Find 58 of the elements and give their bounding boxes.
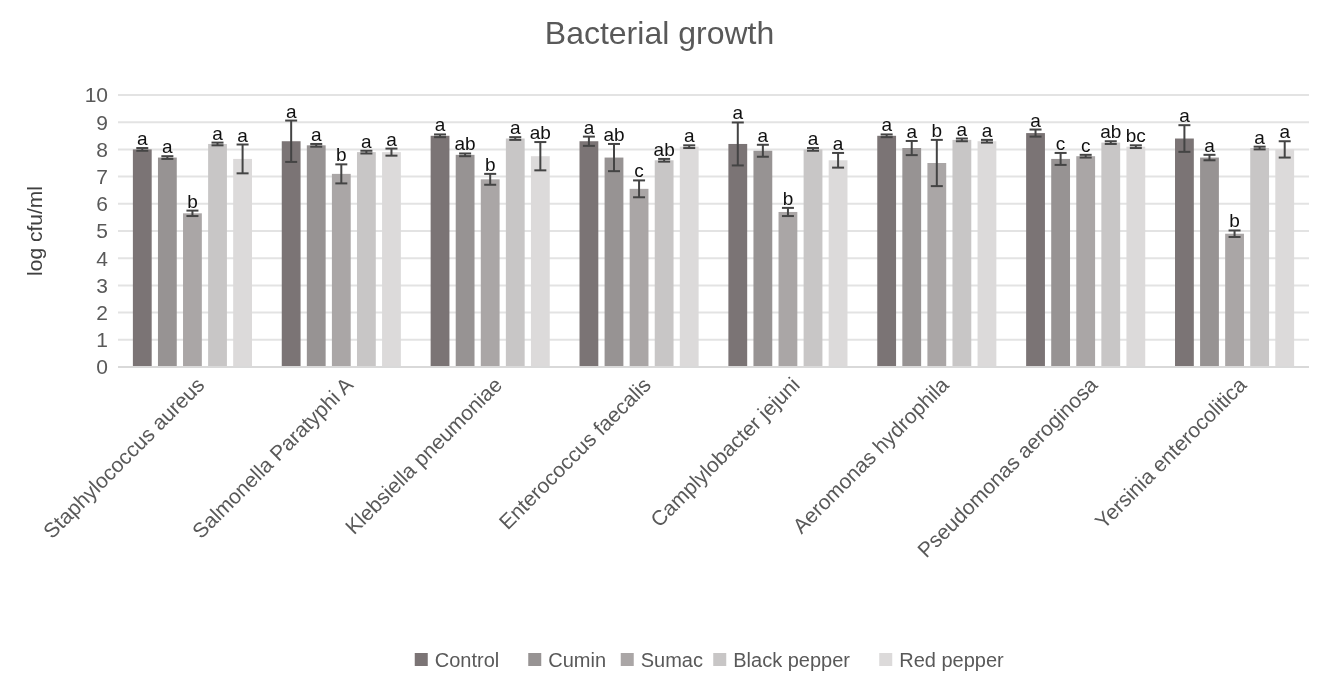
data-label: ab: [454, 133, 476, 155]
y-tick-label: 4: [96, 246, 109, 270]
y-tick-label: 8: [96, 137, 108, 161]
data-label: bc: [1125, 125, 1146, 147]
legend-label: Sumac: [640, 649, 703, 671]
data-label: ab: [529, 122, 551, 144]
data-label: a: [434, 114, 446, 136]
data-label: a: [1254, 126, 1266, 148]
data-label: a: [285, 100, 297, 122]
data-label: ab: [603, 123, 625, 145]
data-label: a: [757, 124, 769, 146]
data-label: a: [1179, 105, 1191, 127]
data-label: ab: [1100, 121, 1122, 143]
data-label: ab: [653, 138, 675, 160]
y-axis-title: log cfu/ml: [23, 186, 46, 276]
legend-label: Black pepper: [733, 649, 851, 671]
data-label: a: [956, 118, 968, 140]
y-tick-label: 3: [96, 273, 108, 297]
data-label: a: [732, 102, 744, 124]
data-label: a: [583, 116, 595, 138]
data-label: a: [361, 130, 373, 152]
y-tick-label: 1: [96, 328, 108, 352]
data-label: a: [683, 125, 695, 147]
data-label: b: [187, 190, 198, 212]
legend-label: Cumin: [548, 649, 607, 671]
chart-title: Bacterial growth: [544, 15, 775, 51]
data-label: a: [310, 123, 322, 145]
data-label: b: [336, 144, 347, 166]
data-label: a: [1279, 121, 1291, 143]
data-label: a: [386, 128, 398, 150]
y-tick-label: 0: [96, 355, 108, 379]
data-label: a: [981, 119, 993, 141]
data-label: a: [137, 128, 148, 150]
data-label: a: [832, 132, 844, 154]
data-label: b: [931, 119, 943, 141]
y-tick-label: 10: [84, 83, 108, 107]
legend-label: Red pepper: [899, 649, 1005, 671]
data-label: a: [1030, 109, 1042, 131]
data-label: a: [212, 122, 224, 144]
data-label: c: [634, 160, 644, 182]
data-label: a: [162, 136, 174, 158]
data-label: b: [782, 187, 794, 209]
data-label: a: [237, 124, 249, 146]
data-label: a: [881, 114, 893, 136]
y-tick-label: 7: [96, 164, 108, 188]
y-tick-label: 2: [96, 300, 108, 324]
data-label: a: [1204, 134, 1216, 156]
data-label: a: [509, 117, 521, 139]
data-label: a: [906, 120, 918, 142]
y-tick-label: 9: [96, 110, 108, 134]
y-tick-label: 6: [96, 192, 108, 216]
y-tick-label: 5: [96, 219, 108, 243]
data-label: b: [484, 153, 496, 175]
data-label: a: [807, 128, 819, 150]
data-label: c: [1055, 132, 1066, 154]
legend-label: Control: [434, 649, 500, 671]
data-label: b: [1229, 210, 1240, 232]
data-label: c: [1080, 134, 1091, 156]
